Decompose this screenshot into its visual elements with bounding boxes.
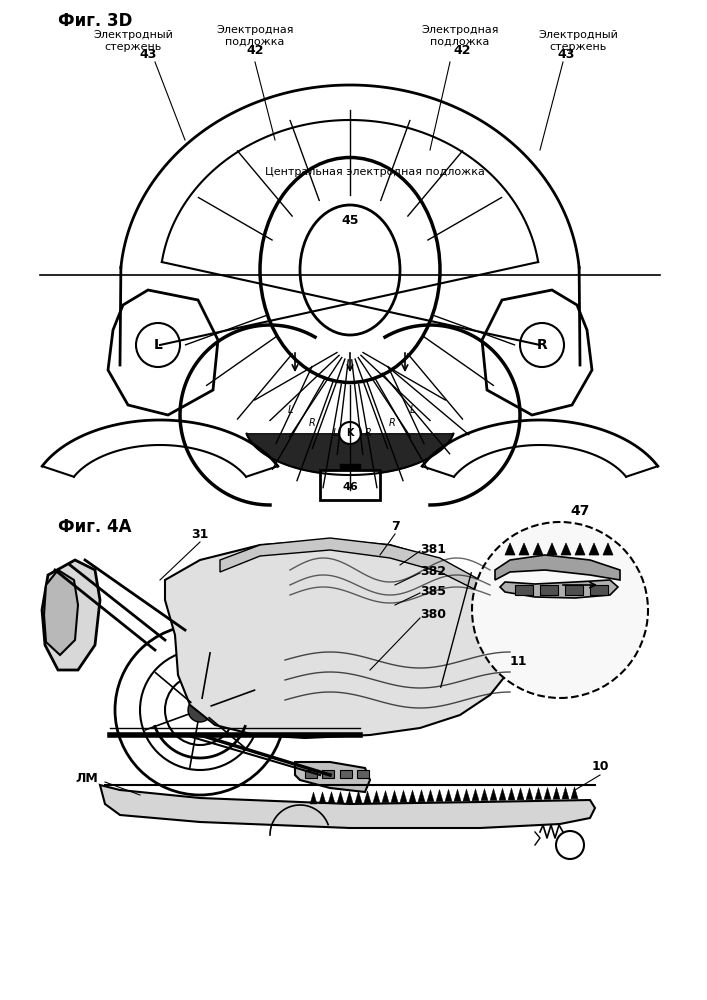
Text: 10: 10 (591, 760, 609, 773)
Polygon shape (247, 434, 453, 475)
Text: Электродный
стержень: Электродный стержень (93, 30, 173, 52)
Bar (340, 464, 360, 478)
Text: ЛМ: ЛМ (76, 772, 98, 785)
Polygon shape (589, 543, 599, 555)
Polygon shape (165, 540, 520, 738)
Bar (305, 770, 317, 778)
Circle shape (339, 422, 361, 444)
Polygon shape (310, 792, 317, 804)
Polygon shape (500, 580, 618, 598)
Polygon shape (355, 791, 362, 803)
FancyBboxPatch shape (320, 470, 380, 500)
Polygon shape (490, 788, 497, 800)
Polygon shape (603, 543, 613, 555)
Bar (540, 585, 558, 595)
Text: 47: 47 (571, 504, 590, 518)
Text: 31: 31 (192, 528, 209, 541)
Polygon shape (220, 538, 510, 620)
Polygon shape (481, 789, 488, 801)
Text: 42: 42 (246, 44, 264, 57)
Polygon shape (544, 787, 551, 799)
Polygon shape (391, 790, 398, 802)
Polygon shape (100, 785, 595, 828)
Ellipse shape (260, 157, 440, 382)
Text: R: R (537, 338, 547, 352)
Polygon shape (499, 788, 506, 800)
Circle shape (520, 323, 564, 367)
Bar (322, 770, 334, 778)
Polygon shape (364, 791, 371, 803)
Polygon shape (526, 788, 533, 800)
Text: Фиг. 3D: Фиг. 3D (58, 12, 132, 30)
Polygon shape (571, 787, 578, 799)
Polygon shape (505, 543, 515, 555)
Text: Электродная
подложка: Электродная подложка (421, 25, 498, 47)
Polygon shape (373, 791, 380, 803)
Polygon shape (472, 789, 479, 801)
Polygon shape (400, 790, 407, 802)
Polygon shape (508, 788, 515, 800)
Text: K: K (346, 428, 354, 438)
Polygon shape (454, 789, 461, 801)
Polygon shape (575, 543, 585, 555)
Text: 43: 43 (557, 48, 575, 61)
Circle shape (115, 625, 285, 795)
Text: 380: 380 (420, 608, 446, 621)
Polygon shape (418, 790, 425, 802)
Text: R: R (365, 428, 371, 438)
Polygon shape (42, 560, 100, 670)
Text: 45: 45 (341, 214, 358, 227)
Text: 43: 43 (139, 48, 157, 61)
Text: 382: 382 (420, 565, 446, 578)
Polygon shape (382, 791, 389, 803)
Circle shape (472, 522, 648, 698)
Bar (590, 585, 608, 595)
Polygon shape (553, 787, 560, 799)
Text: Фиг. 4А: Фиг. 4А (58, 518, 132, 536)
Text: 7: 7 (391, 520, 399, 533)
Polygon shape (427, 790, 434, 802)
Polygon shape (535, 788, 542, 800)
Text: L: L (409, 405, 415, 415)
Bar (565, 585, 583, 595)
Polygon shape (517, 788, 524, 800)
Text: L: L (153, 338, 163, 352)
Text: 42: 42 (453, 44, 471, 57)
Polygon shape (44, 570, 78, 655)
Text: L: L (332, 428, 338, 438)
Polygon shape (533, 543, 543, 555)
Polygon shape (482, 290, 592, 415)
Text: 11: 11 (509, 655, 527, 668)
Polygon shape (337, 791, 344, 803)
Polygon shape (463, 789, 470, 801)
Text: 385: 385 (420, 585, 446, 598)
Polygon shape (561, 543, 571, 555)
Polygon shape (495, 555, 620, 580)
Bar (340, 770, 352, 778)
Polygon shape (108, 290, 218, 415)
Text: Электродный
стержень: Электродный стержень (538, 30, 618, 52)
Text: R: R (309, 418, 315, 428)
Bar (515, 585, 533, 595)
Polygon shape (445, 789, 452, 801)
Text: L: L (287, 405, 293, 415)
Polygon shape (346, 791, 353, 803)
Circle shape (188, 698, 212, 722)
Polygon shape (409, 790, 416, 802)
Text: 381: 381 (420, 543, 446, 556)
Circle shape (136, 323, 180, 367)
Polygon shape (328, 792, 335, 804)
Polygon shape (547, 543, 557, 555)
Text: Центральная электродная подложка: Центральная электродная подложка (265, 167, 485, 177)
Bar (357, 770, 369, 778)
Polygon shape (319, 792, 326, 804)
Text: R: R (389, 418, 395, 428)
Text: Электродная
подложка: Электродная подложка (216, 25, 293, 47)
Ellipse shape (300, 205, 400, 335)
Polygon shape (562, 787, 569, 799)
Text: 46: 46 (342, 482, 358, 492)
Polygon shape (436, 789, 443, 801)
Polygon shape (519, 543, 529, 555)
Polygon shape (295, 762, 370, 792)
